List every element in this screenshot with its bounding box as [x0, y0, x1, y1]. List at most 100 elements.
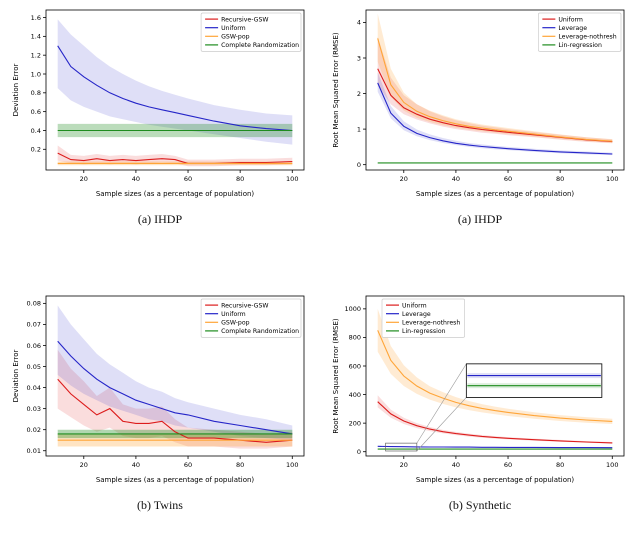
legend-item-label: Lin-regression: [558, 42, 602, 49]
inset-source-rect: [385, 442, 418, 452]
confidence-band-Uniform: [57, 305, 293, 441]
y-tick-label: 1.0: [31, 70, 41, 78]
legend-item-label: Recursive-GSW: [221, 16, 268, 23]
figure-caption: (a) IHDP: [457, 212, 503, 226]
series-line-Uniform: [57, 340, 293, 435]
y-tick-label: 2: [357, 90, 361, 98]
y-axis-label: Root Mean Squared Error (RMSE): [332, 318, 340, 433]
legend-item-label: GSW-pop: [221, 320, 250, 327]
inset-box: [465, 363, 603, 398]
y-tick-label: 0.05: [27, 363, 41, 371]
y-axis-label: Deviation Error: [12, 63, 20, 116]
chart-twins-deviation-error: 20 40 60 80 100 0.01 0.02 0.03 0.04 0.05 0.06 0.07 0…: [12, 295, 305, 484]
legend-box: [200, 12, 302, 52]
legend-item-label: Recursive-GSW: [221, 302, 268, 309]
x-tick-label: 80: [236, 461, 244, 469]
series-line-Leverage-nothresh: [377, 38, 613, 142]
x-tick-label: 40: [132, 175, 140, 183]
y-tick-label: 0.01: [27, 447, 41, 455]
axis-frame: [365, 295, 625, 457]
axis-frame: [45, 9, 305, 171]
x-tick-label: 20: [80, 175, 88, 183]
figure-synthetic-rmse: 20 40 60 80 100 0 200 400 600 800 1000 Sample sizes…: [320, 267, 640, 534]
legend-item-label: Uniform: [221, 25, 246, 32]
x-tick-label: 80: [556, 461, 564, 469]
x-tick-label: 60: [504, 461, 512, 469]
figure-caption: (b) Synthetic: [448, 498, 512, 512]
x-tick-label: 60: [184, 175, 192, 183]
x-tick-label: 40: [132, 461, 140, 469]
y-tick-label: 4: [357, 19, 361, 27]
x-tick-label: 40: [452, 461, 460, 469]
confidence-band-Recursive-GSW: [57, 349, 293, 449]
x-tick-label: 60: [504, 175, 512, 183]
y-tick-label: 600: [349, 362, 361, 370]
x-tick-label: 60: [184, 461, 192, 469]
y-tick-label: 1.6: [31, 14, 41, 22]
series-line-Uniform: [377, 401, 613, 444]
y-tick-label: 0.02: [27, 426, 41, 434]
y-tick-label: 1.4: [31, 33, 41, 41]
series-line-Recursive-GSW: [57, 152, 293, 164]
figure-caption: (a) IHDP: [137, 212, 183, 226]
figure-twins-deviation: 20 40 60 80 100 0.01 0.02 0.03 0.04 0.05 0.06 0.07 0…: [0, 267, 320, 534]
x-axis-label: Sample sizes (as a percentage of populat…: [96, 190, 255, 198]
inset-connector: [416, 397, 467, 452]
legend-box: [381, 298, 466, 338]
series-line-Leverage: [377, 82, 613, 155]
y-tick-label: 0.8: [31, 89, 41, 97]
legend-item-label: Complete Randomization: [221, 42, 299, 49]
series-line-Leverage: [377, 445, 613, 449]
x-axis-label: Sample sizes (as a percentage of populat…: [416, 476, 575, 484]
axis-frame: [365, 9, 625, 171]
y-tick-label: 0.2: [31, 146, 41, 154]
x-tick-label: 100: [286, 175, 298, 183]
y-tick-label: 3: [357, 54, 361, 62]
legend-box: [538, 12, 622, 52]
confidence-band-Uniform: [57, 19, 293, 145]
figure-ihdp-deviation: 20 40 60 80 100 0.2 0.4 0.6 0.8 1.0 1.2 1.4 1.6 Sampl…: [0, 0, 320, 267]
y-tick-label: 0.06: [27, 342, 41, 350]
figure-caption: (b) Twins: [137, 498, 183, 512]
y-tick-label: 1: [357, 125, 361, 133]
figure-ihdp-rmse: 20 40 60 80 100 0 1 2 3 4 Sample sizes (as a perce…: [320, 0, 640, 267]
legend-box: [200, 298, 302, 338]
legend-item-label: Lin-regression: [402, 328, 446, 335]
x-tick-label: 100: [286, 461, 298, 469]
axis-frame: [45, 295, 305, 457]
y-axis-label: Deviation Error: [12, 349, 20, 402]
x-axis-label: Sample sizes (as a percentage of populat…: [96, 476, 255, 484]
y-tick-label: 0.6: [31, 108, 41, 116]
chart-ihdp-rmse: 20 40 60 80 100 0 1 2 3 4 Sample sizes (as a perce…: [332, 9, 625, 198]
x-tick-label: 80: [556, 175, 564, 183]
x-tick-label: 20: [400, 175, 408, 183]
y-tick-label: 1000: [344, 305, 361, 313]
y-tick-label: 800: [349, 334, 361, 342]
y-tick-label: 0.08: [27, 300, 41, 308]
legend-item-label: Complete Randomization: [221, 328, 299, 335]
confidence-band-Recursive-GSW: [57, 145, 293, 167]
x-tick-label: 40: [452, 175, 460, 183]
y-tick-label: 400: [349, 391, 361, 399]
inset-connector: [416, 363, 467, 444]
x-axis-label: Sample sizes (as a percentage of populat…: [416, 190, 575, 198]
y-tick-label: 0.04: [27, 384, 41, 392]
x-tick-label: 20: [400, 461, 408, 469]
y-tick-label: 0.4: [31, 127, 41, 135]
y-tick-label: 0: [357, 448, 361, 456]
series-line-Uniform: [57, 45, 293, 132]
x-tick-label: 80: [236, 175, 244, 183]
y-tick-label: 0.07: [27, 321, 41, 329]
legend-item-label: Leverage: [402, 311, 431, 318]
chart-ihdp-deviation-error: 20 40 60 80 100 0.2 0.4 0.6 0.8 1.0 1.2 1.4 1.6 Sampl…: [12, 9, 305, 198]
series-line-Leverage-nothresh: [377, 330, 613, 422]
legend-item-label: Uniform: [402, 302, 427, 309]
y-axis-label: Root Mean Squared Error (RMSE): [332, 32, 340, 147]
legend-item-label: Uniform: [558, 16, 583, 23]
legend-item-label: Leverage-nothresh: [558, 34, 616, 41]
confidence-band-Uniform: [377, 395, 613, 444]
legend-item-label: Leverage: [558, 25, 587, 32]
legend-item-label: Uniform: [221, 311, 246, 318]
x-tick-label: 100: [606, 175, 618, 183]
